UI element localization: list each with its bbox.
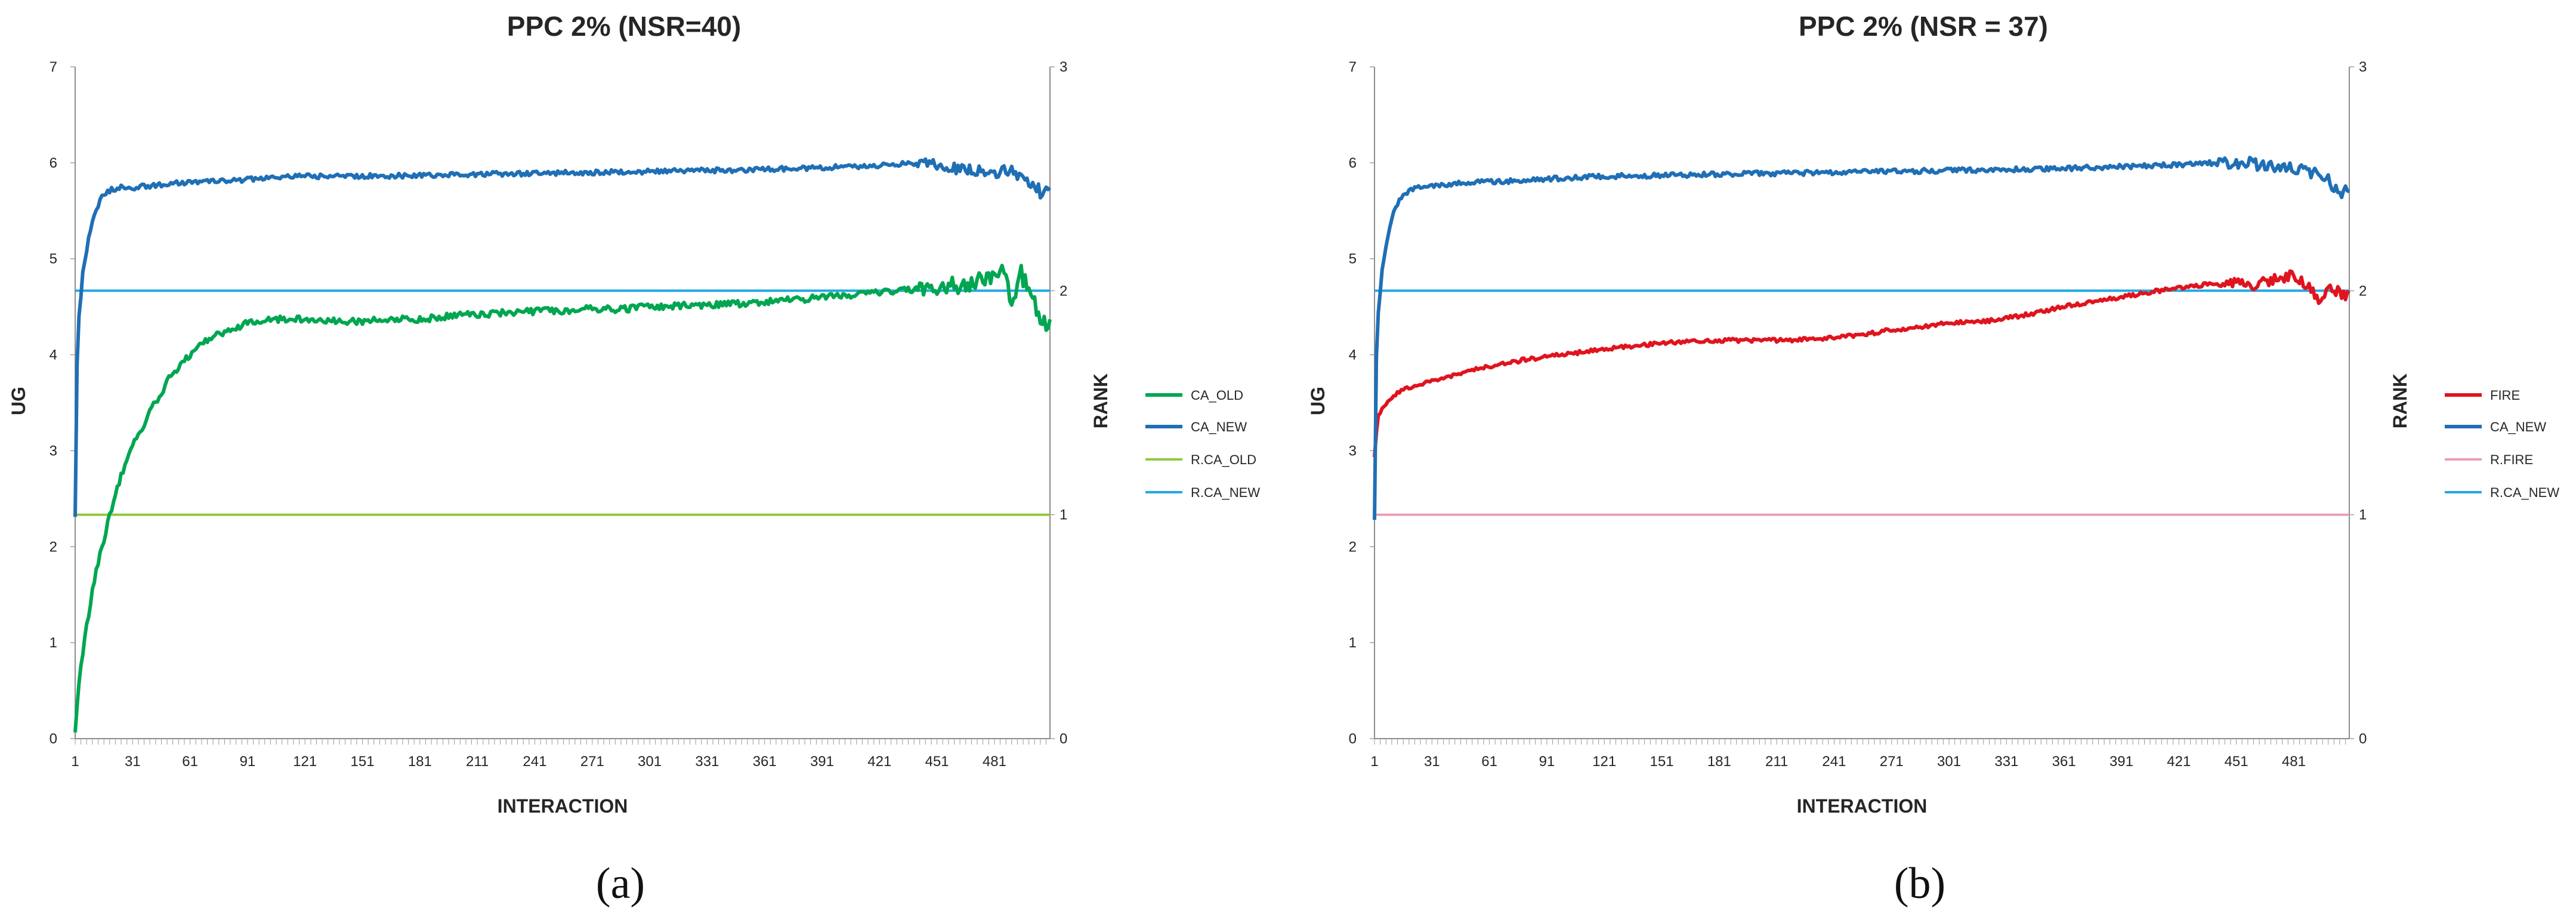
x-tick-label: 151 <box>351 754 375 770</box>
y-tick-label: 7 <box>50 59 57 75</box>
y-tick-label: 3 <box>50 443 57 459</box>
y-tick-label: 6 <box>1349 155 1357 171</box>
legend-label-ca-new: CA_NEW <box>1191 419 1247 434</box>
x-tick-label: 211 <box>466 754 489 770</box>
x-tick-label: 181 <box>408 754 432 770</box>
x-tick-label: 271 <box>1880 754 1904 770</box>
x-tick-label: 361 <box>2052 754 2076 770</box>
y-axis-title: UG <box>8 387 29 415</box>
y2-axis-title: RANK <box>2389 373 2411 428</box>
y2-tick-label: 2 <box>2359 283 2367 299</box>
x-tick-label: 31 <box>1424 754 1440 770</box>
x-tick-label: 241 <box>1822 754 1846 770</box>
y2-tick-label: 2 <box>1060 283 1067 299</box>
legend-label-ca-new: CA_NEW <box>2490 419 2546 434</box>
y-tick-label: 4 <box>1349 347 1357 363</box>
y-tick-label: 3 <box>1349 443 1357 459</box>
x-axis-title: INTERACTION <box>1797 795 1928 817</box>
x-tick-label: 91 <box>240 754 256 770</box>
series-line-fire <box>1373 269 2350 458</box>
legend-label-r-fire: R.FIRE <box>2490 452 2533 467</box>
x-tick-label: 331 <box>695 754 719 770</box>
x-tick-label: 481 <box>983 754 1006 770</box>
y-tick-label: 2 <box>50 539 57 555</box>
y-axis-title: UG <box>1307 387 1329 415</box>
chart-title: PPC 2% (NSR=40) <box>507 11 741 42</box>
series-line-ca-old <box>73 264 1052 733</box>
y2-tick-label: 0 <box>2359 731 2367 747</box>
y2-tick-label: 1 <box>1060 507 1067 523</box>
legend-label-ca-old: CA_OLD <box>1191 388 1243 403</box>
x-tick-label: 211 <box>1765 754 1788 770</box>
x-tick-label: 301 <box>638 754 662 770</box>
y-tick-label: 5 <box>1349 251 1357 267</box>
y-tick-label: 1 <box>50 635 57 651</box>
y-tick-label: 1 <box>1349 635 1357 651</box>
x-tick-label: 181 <box>1707 754 1731 770</box>
x-tick-label: 61 <box>1481 754 1497 770</box>
y2-tick-label: 3 <box>2359 59 2367 75</box>
legend-label-r-ca-new: R.CA_NEW <box>1191 485 1260 500</box>
x-tick-label: 481 <box>2282 754 2306 770</box>
x-tick-label: 121 <box>1592 754 1616 770</box>
x-axis-title: INTERACTION <box>498 795 628 817</box>
y-tick-label: 0 <box>50 731 57 747</box>
series-line-ca-new <box>73 157 1052 517</box>
x-tick-label: 331 <box>1994 754 2018 770</box>
x-tick-label: 1 <box>1370 754 1378 770</box>
panel-caption: (b) <box>1894 859 1945 908</box>
legend-label-r-ca-new: R.CA_NEW <box>2490 485 2559 500</box>
y-tick-label: 2 <box>1349 539 1357 555</box>
x-tick-label: 121 <box>293 754 317 770</box>
x-minor-ticks <box>75 739 1047 745</box>
x-tick-label: 391 <box>2109 754 2133 770</box>
y2-tick-label: 0 <box>1060 731 1067 747</box>
x-tick-label: 391 <box>810 754 834 770</box>
x-tick-label: 451 <box>925 754 949 770</box>
y-tick-label: 6 <box>50 155 57 171</box>
series-line-ca-new <box>1373 156 2350 520</box>
legend-label-r-ca-old: R.CA_OLD <box>1191 452 1256 467</box>
x-tick-label: 301 <box>1937 754 1961 770</box>
x-tick-label: 61 <box>182 754 198 770</box>
x-tick-label: 151 <box>1650 754 1674 770</box>
x-minor-ticks <box>1374 739 2346 745</box>
chart-title: PPC 2% (NSR = 37) <box>1799 11 2048 42</box>
y-tick-label: 4 <box>50 347 57 363</box>
y2-axis-title: RANK <box>1090 373 1111 428</box>
y2-tick-label: 1 <box>2359 507 2367 523</box>
panel-caption: (a) <box>596 859 645 908</box>
y-tick-label: 7 <box>1349 59 1357 75</box>
x-tick-label: 1 <box>71 754 79 770</box>
y-tick-label: 5 <box>50 251 57 267</box>
y2-tick-label: 3 <box>1060 59 1067 75</box>
x-tick-label: 241 <box>523 754 546 770</box>
x-tick-label: 421 <box>867 754 891 770</box>
x-tick-label: 271 <box>580 754 604 770</box>
x-tick-label: 361 <box>753 754 777 770</box>
y-tick-label: 0 <box>1349 731 1357 747</box>
x-tick-label: 451 <box>2225 754 2248 770</box>
x-tick-label: 421 <box>2167 754 2191 770</box>
x-tick-label: 31 <box>125 754 141 770</box>
x-tick-label: 91 <box>1539 754 1555 770</box>
legend-label-fire: FIRE <box>2490 388 2520 403</box>
